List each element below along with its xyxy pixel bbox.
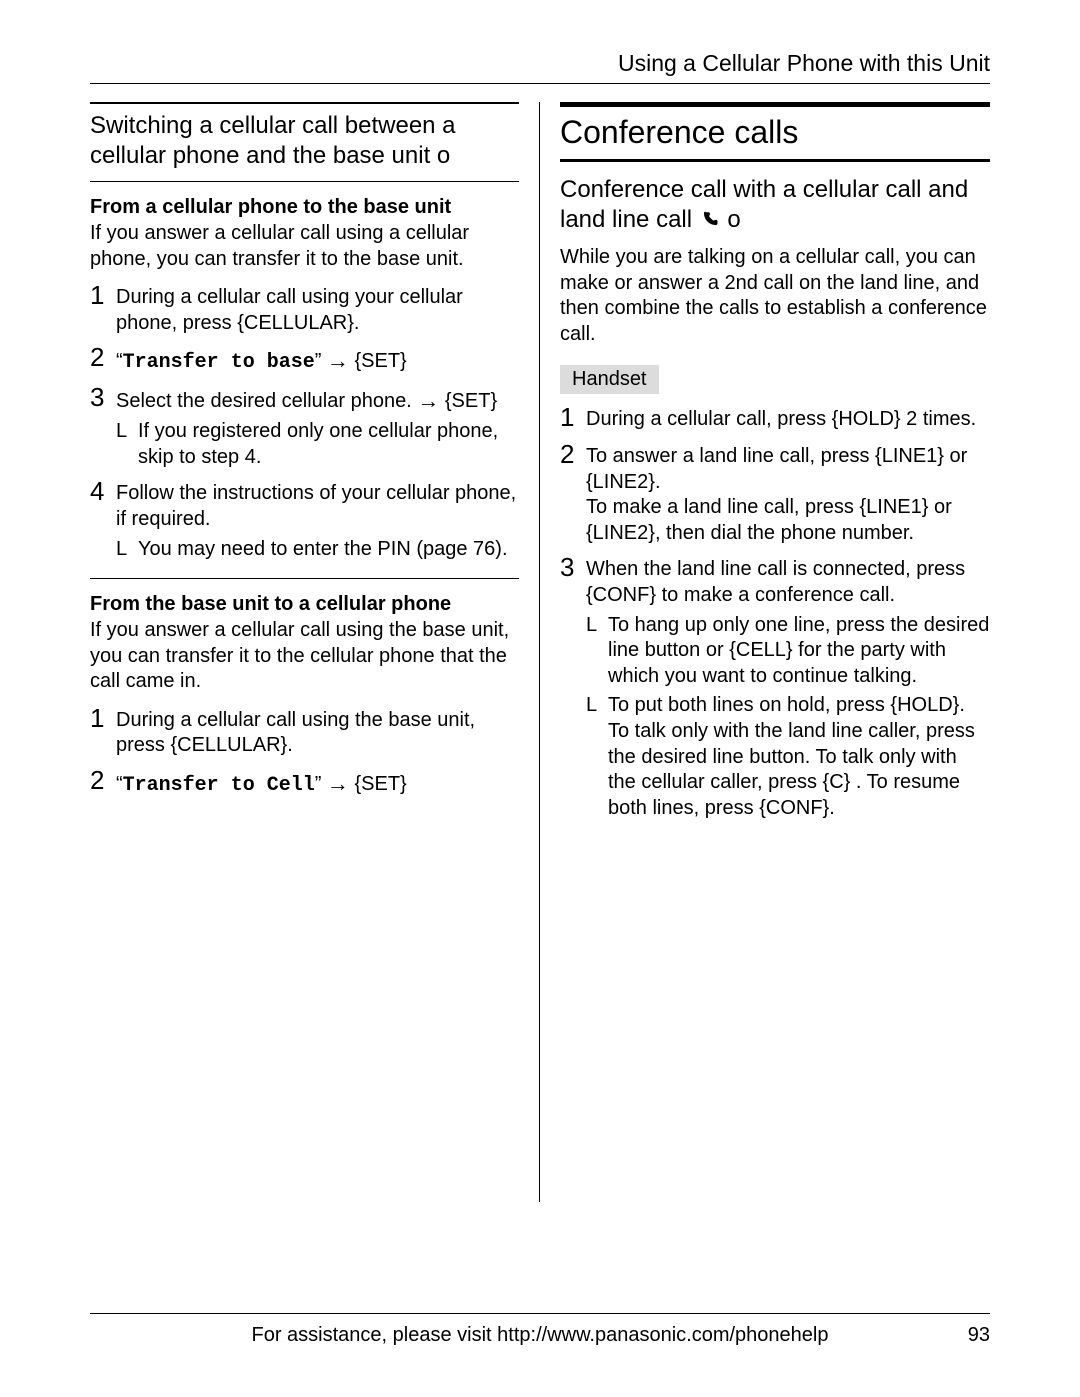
sub-note: L To hang up only one line, press the de…: [586, 613, 990, 690]
note-text: To put both lines on hold, press {HOLD}.…: [608, 693, 990, 821]
subsection-heading: From the base unit to a cellular phone: [90, 593, 519, 616]
step: 3 Select the desired cellular phone. → {…: [90, 384, 519, 470]
left-column: Switching a cellular call between a cell…: [90, 102, 540, 1202]
handset-icon: [701, 210, 719, 228]
command-text: Transfer to base: [123, 351, 315, 374]
step: 1 During a cellular call using the base …: [90, 705, 519, 759]
context-tag: Handset: [560, 365, 659, 394]
sub-note: L To put both lines on hold, press {HOLD…: [586, 693, 990, 821]
step-text: During a cellular call using the base un…: [116, 705, 519, 759]
arrow-icon: →: [327, 771, 349, 796]
body-text: While you are talking on a cellular call…: [560, 245, 990, 347]
section-title: Switching a cellular call between a cell…: [90, 111, 519, 171]
sub-note: L If you registered only one cellular ph…: [116, 419, 519, 470]
note-bullet: L: [586, 613, 608, 690]
quote-close-arrow: ” → {SET}: [315, 350, 407, 372]
step-text: When the land line call is connected, pr…: [586, 554, 990, 821]
step-text: “Transfer to Cell” → {SET}: [116, 767, 407, 799]
page: Using a Cellular Phone with this Unit Sw…: [0, 0, 1080, 1252]
step: 4 Follow the instructions of your cellul…: [90, 478, 519, 562]
step-text: Select the desired cellular phone. → {SE…: [116, 384, 519, 470]
title-underline: [90, 181, 519, 182]
right-column: Conference calls Conference call with a …: [540, 102, 990, 1202]
section-rule-heavy: [560, 159, 990, 165]
running-header: Using a Cellular Phone with this Unit: [90, 50, 990, 84]
step3-line: When the land line call is connected, pr…: [586, 558, 965, 606]
step-text: “Transfer to base” → {SET}: [116, 344, 407, 376]
step: 2 “Transfer to Cell” → {SET}: [90, 767, 519, 799]
step-text: To answer a land line call, press {LINE1…: [586, 441, 990, 546]
step3-line: Select the desired cellular phone. → {SE…: [116, 390, 497, 412]
step4-line: Follow the instructions of your cellular…: [116, 482, 516, 530]
body-text: If you answer a cellular call using a ce…: [90, 221, 519, 272]
step-number: 3: [560, 554, 586, 821]
two-column-layout: Switching a cellular call between a cell…: [90, 102, 990, 1202]
step: 2 To answer a land line call, press {LIN…: [560, 441, 990, 546]
note-bullet: L: [116, 419, 138, 470]
step-number: 2: [560, 441, 586, 546]
note-text: If you registered only one cellular phon…: [138, 419, 519, 470]
step: 2 “Transfer to base” → {SET}: [90, 344, 519, 376]
command-text: Transfer to Cell: [123, 774, 315, 797]
subsection-title: Conference call with a cellular call and…: [560, 175, 990, 235]
step-number: 1: [560, 404, 586, 433]
step-number: 4: [90, 478, 116, 562]
step: 1 During a cellular call, press {HOLD} 2…: [560, 404, 990, 433]
subtitle-text-b: o: [721, 206, 741, 233]
body-text: If you answer a cellular call using the …: [90, 618, 519, 695]
page-number: 93: [930, 1324, 990, 1347]
note-bullet: L: [116, 537, 138, 563]
quote-open: “: [116, 350, 123, 372]
step-number: 1: [90, 705, 116, 759]
subtitle-text-a: Conference call with a cellular call and…: [560, 176, 968, 233]
step-number: 2: [90, 344, 116, 376]
step-number: 2: [90, 767, 116, 799]
divider: [90, 578, 519, 579]
quote-close-arrow: ” → {SET}: [315, 773, 407, 795]
sub-note: L You may need to enter the PIN (page 76…: [116, 537, 519, 563]
step: 1 During a cellular call using your cell…: [90, 282, 519, 336]
arrow-icon: →: [417, 388, 439, 413]
section-title: Conference calls: [560, 114, 990, 151]
step-number: 3: [90, 384, 116, 470]
note-bullet: L: [586, 693, 608, 821]
step-text: During a cellular call, press {HOLD} 2 t…: [586, 404, 976, 433]
section-rule-heavy: [560, 102, 990, 108]
quote-open: “: [116, 773, 123, 795]
step-number: 1: [90, 282, 116, 336]
step-text: During a cellular call using your cellul…: [116, 282, 519, 336]
footer-spacer: [90, 1324, 150, 1347]
arrow-icon: →: [327, 348, 349, 373]
note-text: You may need to enter the PIN (page 76).: [138, 537, 508, 563]
subsection-heading: From a cellular phone to the base unit: [90, 196, 519, 219]
step: 3 When the land line call is connected, …: [560, 554, 990, 821]
section-rule: [90, 102, 519, 105]
note-text: To hang up only one line, press the desi…: [608, 613, 990, 690]
footer-text: For assistance, please visit http://www.…: [150, 1324, 930, 1347]
page-footer: For assistance, please visit http://www.…: [90, 1313, 990, 1347]
step-text: Follow the instructions of your cellular…: [116, 478, 519, 562]
